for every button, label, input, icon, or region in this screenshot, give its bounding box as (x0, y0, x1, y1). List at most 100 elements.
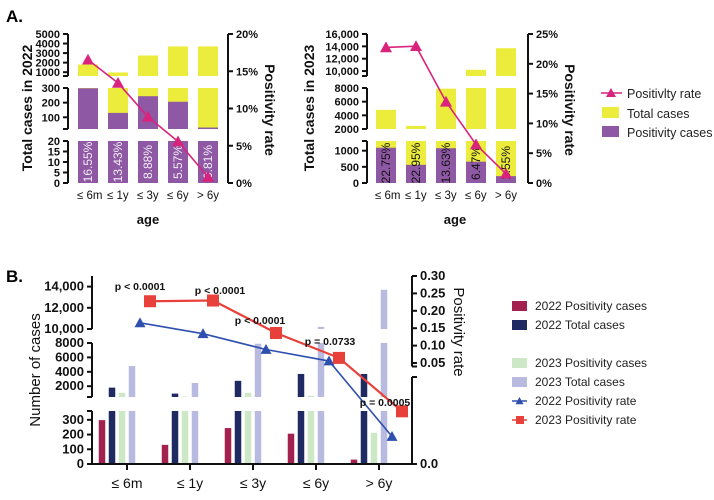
bar-2023-total-cases (317, 343, 325, 397)
left-tick-label: 0 (54, 178, 60, 190)
left-tick-label: 6000 (335, 97, 359, 109)
x-axis-label: age (444, 212, 466, 227)
2022-positivity-rate-point (260, 344, 272, 354)
bar-2022-total-cases (108, 387, 116, 397)
2023-positivity-rate-point (333, 351, 345, 364)
legend-item-label: Positivity cases (627, 126, 712, 140)
legend-item-label: 2023 Positivity rate (535, 413, 637, 427)
bar-2022-total-cases (171, 411, 179, 464)
chart-a-2023: ≤ 6m 22.75% ≤ 1y 22.95% ≤ 3y 13.63% ≤ 6y 6.47% >… (301, 29, 578, 227)
bar-2023-total-cases (317, 326, 325, 329)
left-tick-label: 5000 (36, 29, 60, 41)
p-value-label: p < 0.0001 (115, 281, 166, 293)
bar-2023-total-cases (254, 411, 262, 464)
positivity-rate-point (410, 40, 422, 52)
positivity-rate-point (440, 95, 452, 107)
bar-positivity-cases (406, 164, 426, 183)
left-tick-label: 8000 (55, 335, 84, 350)
positivity-rate-point (202, 170, 214, 182)
left-tick-label: 4000 (335, 110, 359, 122)
data-label: 6.47% (469, 146, 483, 180)
bar-positivity-cases (376, 147, 396, 183)
left-tick-label: 0 (77, 456, 84, 471)
right-tick-label: 0% (236, 178, 252, 190)
bar-positivity-cases (198, 141, 218, 183)
bar-positivity-cases (436, 148, 456, 183)
bar-2022-total-cases (360, 373, 368, 397)
data-label: 13.63% (439, 142, 453, 183)
legend-a: Positivlty rate Total cases Positivity cas… (601, 87, 712, 140)
x-tick-label: ≤ 1y (405, 190, 427, 202)
purple-box-icon (602, 126, 619, 137)
x-axis-label: age (137, 212, 159, 227)
triangle-icon (606, 88, 616, 97)
bar-2023-positivity-cases (307, 411, 315, 464)
bar-2023-total-cases (317, 411, 325, 464)
right-tick-label: 25% (536, 29, 558, 41)
left-tick-label: 2000 (36, 58, 60, 70)
left-tick-label: 5 (54, 168, 60, 180)
left-tick-label: 14,000 (325, 41, 359, 53)
left-tick-label: 14,000 (44, 279, 84, 294)
right-tick-label: 20% (236, 29, 258, 41)
bar-total-cases (496, 88, 516, 129)
left-tick-label: 20 (48, 136, 60, 148)
left-tick-label: 100 (42, 112, 60, 124)
2023-positivity-rate-point (270, 326, 282, 339)
yellow-box-icon (602, 107, 619, 118)
p-value-label: p < 0.0001 (195, 285, 246, 297)
bar-2022-positivity-cases (287, 433, 295, 464)
bar-2022-total-cases (234, 411, 242, 464)
square-icon (516, 416, 524, 424)
bar-total-cases (406, 125, 426, 129)
positivity-rate-point (172, 135, 184, 147)
bar-positivity-cases (168, 101, 188, 129)
x-tick-label: ≤ 3y (435, 190, 457, 202)
data-label: 0.81% (201, 145, 215, 179)
legend-item-label: 2023 Positivity cases (535, 356, 647, 370)
left-tick-label: 3000 (36, 48, 60, 60)
left-tick-label: 300 (42, 83, 60, 95)
data-label: 5.57% (171, 145, 185, 179)
left-tick-label: 6000 (55, 349, 84, 364)
bar-2022-total-cases (297, 373, 305, 397)
left-tick-label: 12,000 (44, 300, 84, 315)
bar-2022-total-cases (108, 411, 116, 464)
right-tick-label: 0.30 (420, 268, 445, 283)
chart-b: ≤ 6m ≤ 1y ≤ 3y ≤ 6y > 6y 14,000 12,000 10,00080… (27, 268, 467, 491)
bar-2022-positivity-cases (224, 428, 232, 464)
right-tick-label: 15% (536, 89, 558, 101)
x-tick-label: > 6y (197, 190, 219, 202)
bar-total-cases (138, 55, 158, 76)
data-label: 13.43% (111, 141, 125, 182)
positivity-rate-point (142, 110, 154, 122)
bar-positivity-cases (78, 141, 98, 183)
y2-axis-label: Positivity rate (262, 64, 278, 156)
bar-2023-total-cases (380, 343, 388, 397)
bar-positivity-cases (138, 141, 158, 183)
data-label: 22.95% (409, 142, 423, 183)
bar-2023-total-cases (128, 366, 136, 397)
legend-item-label: 2022 Positivity rate (535, 394, 637, 408)
left-tick-label: 16,000 (325, 29, 359, 41)
left-tick-label: 8000 (335, 83, 359, 95)
green-box-icon (512, 358, 527, 368)
bar-total-cases (108, 72, 128, 76)
bar-2023-total-cases (380, 411, 388, 464)
legend-item-label: 2022 Total cases (535, 318, 625, 332)
legend-b: 2022 Positivity cases 2022 Total cases 202… (512, 299, 647, 427)
2022-positivity-rate-point (197, 328, 209, 339)
left-tick-label: 300 (62, 412, 84, 427)
data-label: 22.75% (379, 142, 393, 183)
bar-2023-positivity-cases (307, 395, 315, 397)
left-tick-label: 2000 (55, 378, 84, 393)
legend-item-label: Total cases (627, 107, 690, 121)
bar-2023-positivity-cases (118, 392, 126, 397)
right-tick-label: 15% (236, 66, 258, 78)
positivity-rate-point (380, 41, 392, 53)
bar-positivity-cases (496, 176, 516, 183)
2023-positivity-rate-point (144, 295, 156, 308)
bar-total-cases (466, 88, 486, 129)
left-tick-label: 4000 (36, 39, 60, 51)
